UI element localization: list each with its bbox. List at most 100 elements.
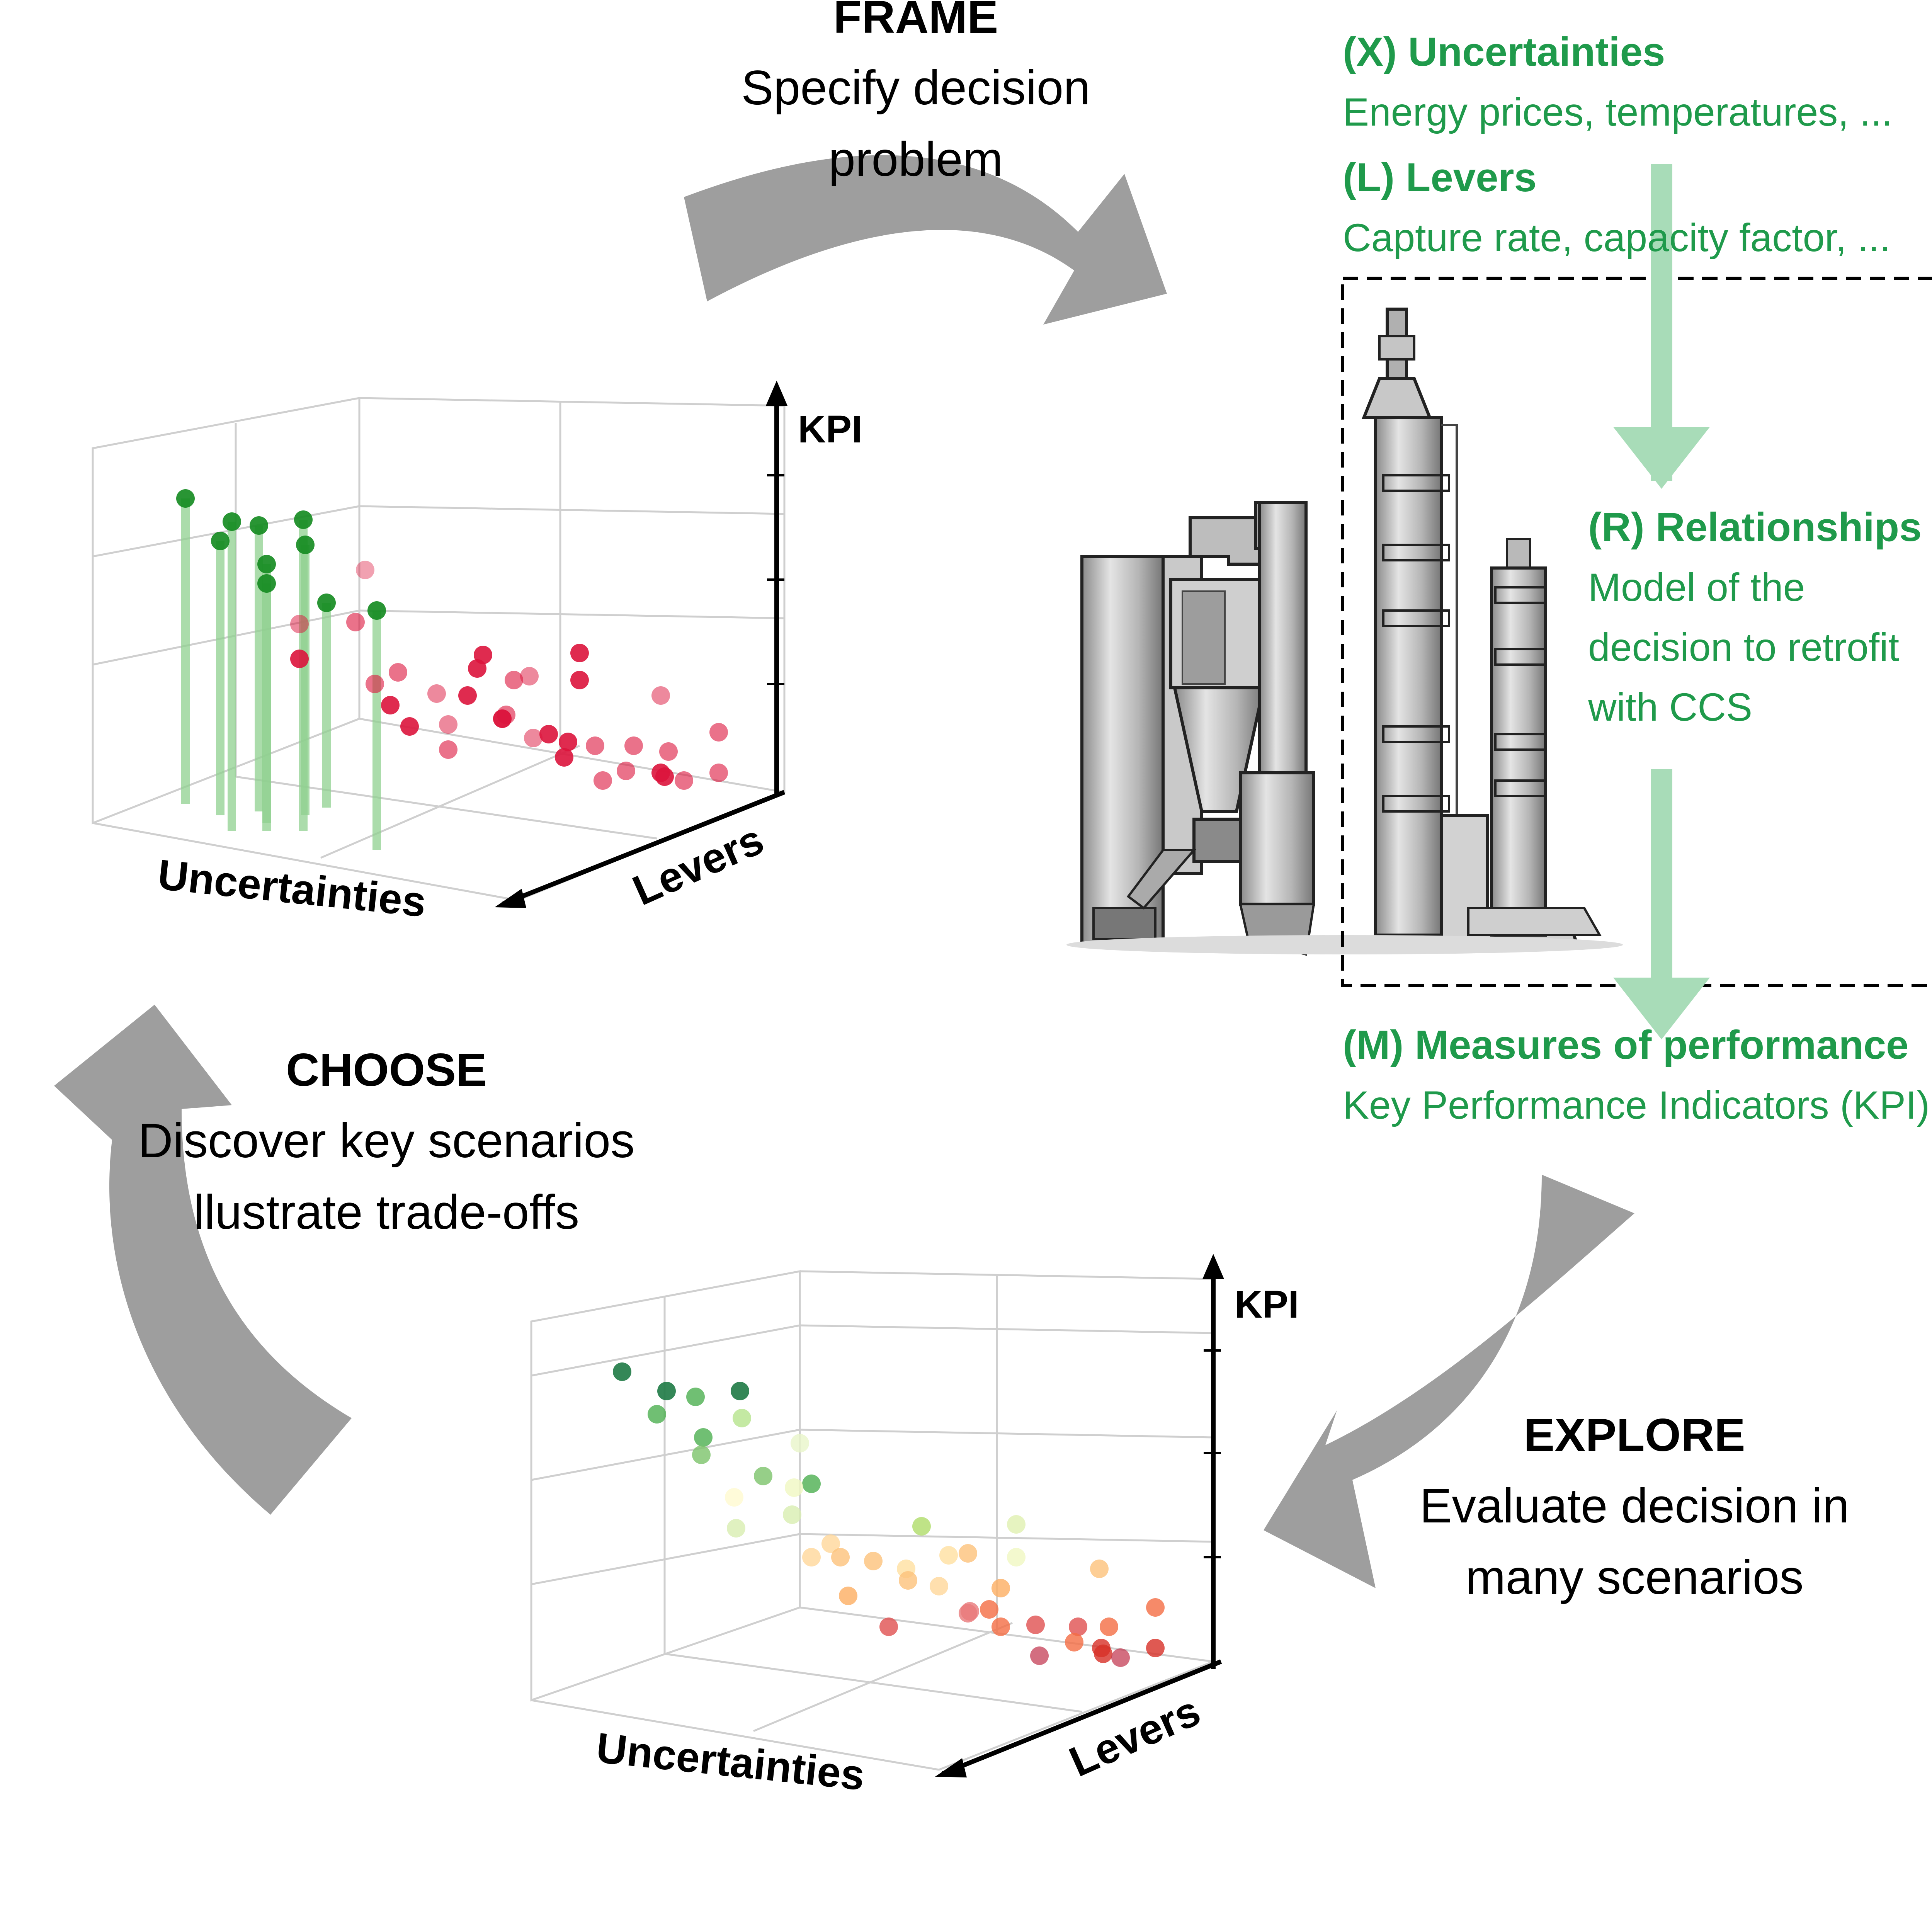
scenario-point bbox=[1146, 1639, 1165, 1657]
scenario-point bbox=[1007, 1515, 1026, 1534]
scenario-point bbox=[802, 1548, 821, 1566]
scenario-point bbox=[959, 1544, 977, 1563]
scenario-point bbox=[821, 1534, 840, 1553]
plot-bottom: KPI Uncertainties Levers bbox=[530, 1254, 1299, 1799]
xlrm-r-title: (R) Relationships bbox=[1588, 505, 1922, 550]
green-scenario-point bbox=[211, 532, 230, 550]
xlrm-r-line1: Model of the bbox=[1588, 565, 1805, 609]
red-scenario-point bbox=[709, 723, 728, 742]
scenario-point bbox=[1007, 1548, 1026, 1566]
red-scenario-point bbox=[651, 686, 670, 705]
scenario-point bbox=[1026, 1616, 1045, 1634]
red-scenario-point bbox=[381, 696, 400, 714]
red-scenario-point bbox=[570, 644, 589, 662]
green-scenario-point bbox=[317, 594, 336, 612]
xlrm-r-line2: decision to retrofit bbox=[1588, 625, 1899, 669]
xlrm-m-text: Key Performance Indicators (KPI) bbox=[1343, 1083, 1930, 1127]
red-scenario-point bbox=[709, 764, 728, 782]
red-scenario-point bbox=[559, 733, 577, 751]
red-scenario-point bbox=[655, 767, 674, 786]
red-scenario-point bbox=[594, 771, 612, 790]
xlrm-x-title: (X) Uncertainties bbox=[1343, 29, 1665, 75]
plot-top-points bbox=[176, 489, 728, 790]
scenario-point bbox=[648, 1405, 666, 1424]
red-scenario-point bbox=[427, 684, 446, 703]
green-scenario-point bbox=[257, 555, 276, 573]
red-scenario-point bbox=[617, 762, 635, 780]
scenario-point bbox=[980, 1600, 998, 1619]
scenario-point bbox=[1146, 1598, 1165, 1617]
explore-line2: many scenarios bbox=[1465, 1551, 1803, 1604]
scenario-point bbox=[725, 1488, 743, 1507]
plot-bottom-y-axis-label: Levers bbox=[1063, 1687, 1207, 1786]
green-scenario-point bbox=[176, 489, 195, 508]
red-scenario-point bbox=[570, 671, 589, 689]
scenario-point bbox=[727, 1519, 745, 1538]
scenario-point bbox=[1030, 1646, 1049, 1665]
red-scenario-point bbox=[468, 659, 486, 678]
scenario-point bbox=[754, 1467, 772, 1485]
red-scenario-point bbox=[458, 686, 477, 705]
plot-top-kpi-label: KPI bbox=[798, 408, 862, 451]
cycle-arrow-frame bbox=[684, 155, 1167, 325]
scenario-point bbox=[791, 1434, 809, 1452]
scenario-point bbox=[839, 1587, 857, 1605]
plot-bottom-points bbox=[613, 1362, 1165, 1667]
scenario-point bbox=[959, 1604, 977, 1623]
green-scenario-point bbox=[257, 574, 276, 593]
red-scenario-point bbox=[439, 715, 457, 734]
frame-title: FRAME bbox=[833, 0, 998, 43]
red-scenario-point bbox=[520, 667, 539, 685]
green-scenario-point bbox=[296, 536, 315, 554]
xlrm-m-title: (M) Measures of performance bbox=[1343, 1022, 1909, 1068]
explore-line1: Evaluate decision in bbox=[1420, 1479, 1849, 1533]
red-scenario-point bbox=[539, 725, 558, 743]
scenario-point bbox=[802, 1475, 821, 1493]
plot-top-x-axis-label: Uncertainties bbox=[155, 851, 428, 926]
red-scenario-point bbox=[389, 663, 407, 682]
scenario-point bbox=[657, 1382, 676, 1400]
scenario-point bbox=[831, 1548, 850, 1566]
frame-line1: Specify decision bbox=[741, 61, 1090, 115]
red-scenario-point bbox=[524, 729, 543, 747]
red-scenario-point bbox=[555, 748, 573, 767]
plot-top-green-stems bbox=[181, 498, 381, 850]
scenario-point bbox=[992, 1617, 1010, 1636]
xlrm-l-text: Capture rate, capacity factor, ... bbox=[1343, 216, 1890, 260]
power-plant-illustration bbox=[1066, 308, 1623, 956]
scenario-point bbox=[912, 1517, 931, 1536]
scenario-point bbox=[731, 1382, 749, 1400]
red-scenario-point bbox=[366, 675, 384, 693]
choose-line1: Discover key scenarios bbox=[138, 1114, 634, 1168]
flow-arrow-x-l-to-r bbox=[1613, 164, 1710, 489]
red-scenario-point bbox=[624, 736, 643, 755]
scenario-point bbox=[1100, 1617, 1118, 1636]
red-scenario-point bbox=[675, 771, 693, 790]
red-scenario-point bbox=[659, 742, 678, 761]
scenario-point bbox=[1065, 1633, 1083, 1651]
green-scenario-point bbox=[223, 512, 241, 531]
green-scenario-point bbox=[294, 510, 313, 529]
red-scenario-point bbox=[290, 615, 309, 633]
scenario-point bbox=[864, 1552, 883, 1570]
scenario-point bbox=[692, 1446, 711, 1464]
scenario-point bbox=[930, 1577, 948, 1595]
frame-line2: problem bbox=[828, 133, 1003, 186]
scenario-point bbox=[899, 1571, 917, 1590]
scenario-point bbox=[686, 1388, 705, 1406]
choose-line2: llustrate trade-offs bbox=[194, 1185, 579, 1239]
choose-title: CHOOSE bbox=[286, 1044, 487, 1096]
scenario-point bbox=[733, 1409, 751, 1427]
scenario-point bbox=[785, 1478, 803, 1497]
red-scenario-point bbox=[290, 650, 309, 668]
plot-top: KPI Uncertainties Levers bbox=[92, 381, 862, 926]
cycle-arrow-choose bbox=[54, 1005, 352, 1515]
red-scenario-point bbox=[346, 613, 365, 631]
cycle-arrow-explore bbox=[1264, 1175, 1634, 1588]
scenario-point bbox=[992, 1579, 1010, 1597]
red-scenario-point bbox=[439, 740, 457, 759]
green-scenario-point bbox=[367, 601, 386, 620]
red-scenario-point bbox=[400, 717, 419, 736]
scenario-point bbox=[1069, 1617, 1087, 1636]
